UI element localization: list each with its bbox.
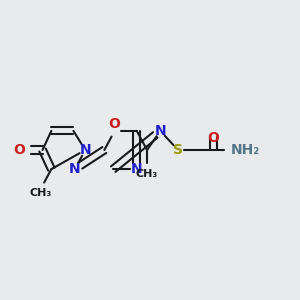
- Text: O: O: [207, 131, 219, 145]
- Text: CH₃: CH₃: [136, 169, 158, 179]
- Text: N: N: [80, 143, 91, 157]
- Text: CH₃: CH₃: [30, 188, 52, 198]
- Text: O: O: [13, 143, 25, 157]
- Text: O: O: [109, 117, 121, 131]
- Text: N: N: [154, 124, 166, 138]
- Text: N: N: [131, 162, 142, 176]
- Text: S: S: [173, 143, 183, 157]
- Text: N: N: [69, 162, 81, 176]
- Text: NH₂: NH₂: [231, 143, 260, 157]
